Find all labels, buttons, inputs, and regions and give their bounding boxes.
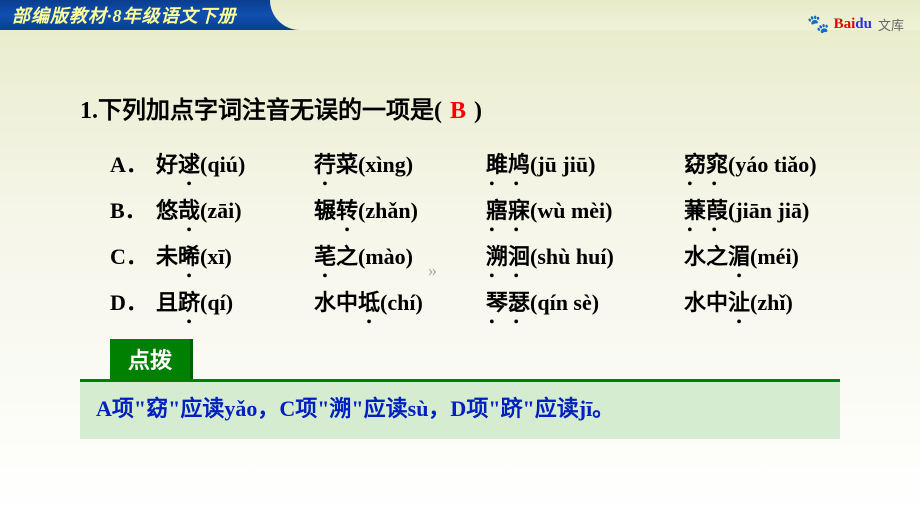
option-label: C． (110, 239, 156, 271)
option-label: D． (110, 285, 156, 317)
nav-arrow-icon[interactable]: » (428, 260, 437, 281)
option-cell: 寤寐(wù mèi) (486, 193, 684, 225)
option-label: B． (110, 193, 156, 225)
pinyin: (shù huí) (530, 244, 614, 269)
pinyin: (zāi) (200, 198, 242, 223)
pinyin: (méi) (750, 244, 799, 269)
pinyin: (xī) (200, 244, 232, 269)
pinyin: (qí) (200, 290, 233, 315)
content-area: 1.下列加点字词注音无误的一项是(B) A．好逑(qiú)荇菜(xìng)雎鸠(… (0, 30, 920, 439)
dotted-chars: 窈窕 (684, 147, 728, 179)
dotted-char: 跻 (178, 285, 200, 317)
dotted-chars: 蒹葭 (684, 193, 728, 225)
option-row: B．悠哉(zāi)辗转(zhǎn)寤寐(wù mèi)蒹葭(jiān jiā) (110, 193, 840, 225)
question-closing: ) (474, 98, 482, 124)
dotted-char: 沚 (728, 285, 750, 317)
pinyin: (yáo tiǎo) (728, 152, 817, 177)
option-cell: 未晞(xī) (156, 239, 314, 271)
option-cell: 琴瑟(qín sè) (486, 285, 684, 317)
option-cell: 芼之(mào) (314, 239, 486, 271)
dotted-chars: 琴瑟 (486, 285, 530, 317)
option-label: A． (110, 147, 156, 179)
dotted-char: 逑 (178, 147, 200, 179)
dotted-chars: 溯洄 (486, 239, 530, 271)
dotted-char: 坻 (358, 285, 380, 317)
dotted-char: 哉 (178, 193, 200, 225)
header-curve (270, 0, 330, 30)
dotted-char: 湄 (728, 239, 750, 271)
pinyin: (zhǎn) (358, 198, 418, 223)
question-title: 1.下列加点字词注音无误的一项是(B) (80, 90, 840, 125)
question-text: 下列加点字词注音无误的一项是( (98, 98, 442, 124)
question-number: 1. (80, 98, 98, 124)
explanation-box: A项"窈"应读yǎo，C项"溯"应读sù，D项"跻"应读jī。 (80, 382, 840, 439)
pinyin: (zhǐ) (750, 290, 793, 315)
dotted-chars: 雎鸠 (486, 147, 530, 179)
pinyin: (jū jiū) (530, 152, 595, 177)
pinyin: (mào) (358, 244, 413, 269)
option-cell: 且跻(qí) (156, 285, 314, 317)
option-cell: 辗转(zhǎn) (314, 193, 486, 225)
option-cell: 窈窕(yáo tiǎo) (684, 147, 817, 179)
paw-icon: 🐾 (807, 14, 829, 35)
option-cell: 雎鸠(jū jiū) (486, 147, 684, 179)
baidu-wenku-logo: 🐾 Baidu 文库 (807, 14, 904, 35)
options-container: A．好逑(qiú)荇菜(xìng)雎鸠(jū jiū)窈窕(yáo tiǎo)B… (80, 147, 840, 317)
pinyin: (jiān jiā) (728, 198, 809, 223)
option-cell: 荇菜(xìng) (314, 147, 486, 179)
pinyin: (qín sè) (530, 290, 599, 315)
option-cell: 悠哉(zāi) (156, 193, 314, 225)
pinyin: (xìng) (358, 152, 413, 177)
dotted-char: 晞 (178, 239, 200, 271)
dianbo-label: 点拨 (110, 339, 193, 379)
dotted-chars: 寤寐 (486, 193, 530, 225)
option-cell: 蒹葭(jiān jiā) (684, 193, 809, 225)
dianbo-section: 点拨 A项"窈"应读yǎo，C项"溯"应读sù，D项"跻"应读jī。 (80, 331, 840, 439)
pinyin: (chí) (380, 290, 423, 315)
pinyin: (wù mèi) (530, 198, 612, 223)
option-cell: 溯洄(shù huí) (486, 239, 684, 271)
option-row: A．好逑(qiú)荇菜(xìng)雎鸠(jū jiū)窈窕(yáo tiǎo) (110, 147, 840, 179)
dotted-char: 转 (336, 193, 358, 225)
option-cell: 水中坻(chí) (314, 285, 486, 317)
option-cell: 好逑(qiú) (156, 147, 314, 179)
option-cell: 水中沚(zhǐ) (684, 285, 793, 317)
dotted-char: 芼 (314, 239, 336, 271)
option-row: D．且跻(qí)水中坻(chí)琴瑟(qín sè)水中沚(zhǐ) (110, 285, 840, 317)
header-title: 部编版教材·8年级语文下册 (0, 2, 237, 28)
header-bar: 部编版教材·8年级语文下册 (0, 0, 920, 30)
option-cell: 水之湄(méi) (684, 239, 799, 271)
logo-du: du (855, 16, 872, 32)
pinyin: (qiú) (200, 152, 245, 177)
answer-letter: B (442, 98, 474, 124)
dotted-char: 荇 (314, 147, 336, 179)
logo-bai: Bai (834, 16, 856, 32)
logo-wenku: 文库 (878, 15, 904, 34)
option-row: C．未晞(xī)芼之(mào)溯洄(shù huí)水之湄(méi) (110, 239, 840, 271)
